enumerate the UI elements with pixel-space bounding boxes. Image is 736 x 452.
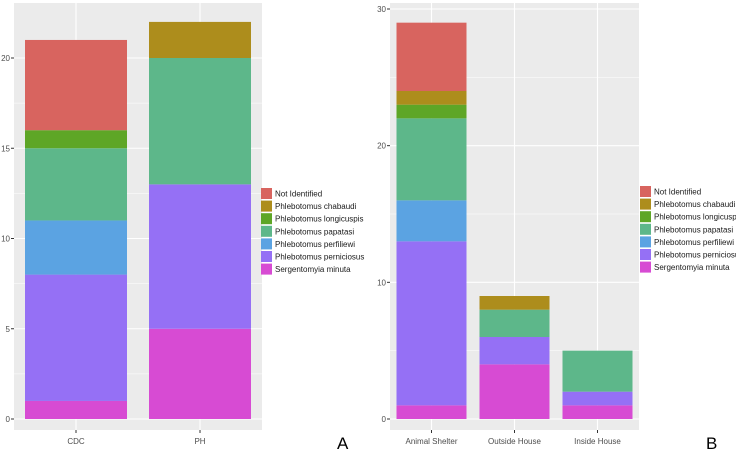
y-tick-label: 10 — [377, 278, 386, 287]
legend-label-not-identified: Not Identified — [654, 188, 701, 197]
bar-segment-ph-sergentomyia-minuta — [149, 329, 251, 419]
legend-key-not-identified — [261, 188, 272, 199]
bar-segment-inside-house-sergentomyia-minuta — [563, 405, 633, 419]
bar-segment-outside-house-phlebotomus-papatasi — [480, 310, 550, 337]
bar-segment-cdc-phlebotomus-perfiliewi — [25, 220, 127, 274]
bar-segment-animal-shelter-sergentomyia-minuta — [397, 405, 467, 419]
legend-label-sergentomyia-minuta: Sergentomyia minuta — [275, 265, 351, 274]
legend-key-phlebotomus-longicuspis — [640, 211, 651, 222]
legend-key-phlebotomus-chabaudi — [640, 199, 651, 210]
bar-segment-outside-house-sergentomyia-minuta — [480, 364, 550, 419]
legend-key-phlebotomus-papatasi — [640, 224, 651, 235]
y-tick-label: 20 — [377, 142, 386, 151]
chart-panel-a: 0 5 10 15 20 CDC PH Not Identified Phlebotomus c… — [1, 3, 364, 452]
legend-label-phlebotomus-papatasi: Phlebotomus papatasi — [654, 225, 733, 234]
legend-key-phlebotomus-perfiliewi — [261, 238, 272, 249]
x-tick-label-inside-house: Inside House — [574, 437, 621, 446]
bar-segment-animal-shelter-phlebotomus-longicuspis — [397, 105, 467, 119]
y-tick-label: 5 — [6, 325, 11, 334]
legend: Not Identified Phlebotomus chabaudi Phlebo… — [261, 188, 364, 275]
bar-segment-animal-shelter-phlebotomus-papatasi — [397, 118, 467, 200]
legend-label-phlebotomus-longicuspis: Phlebotomus longicuspis — [654, 213, 736, 222]
legend: Not Identified Phlebotomus chabaudi Phlebo… — [640, 186, 736, 273]
legend-label-phlebotomus-perfiliewi: Phlebotomus perfiliewi — [275, 240, 355, 249]
bar-segment-cdc-phlebotomus-papatasi — [25, 148, 127, 220]
y-tick-label: 0 — [382, 415, 387, 424]
x-tick-label-animal-shelter: Animal Shelter — [405, 437, 457, 446]
bar-segment-outside-house-phlebotomus-chabaudi — [480, 296, 550, 310]
y-tick-label: 30 — [377, 5, 386, 14]
x-tick-label-outside-house: Outside House — [488, 437, 541, 446]
bar-segment-animal-shelter-phlebotomus-perfiliewi — [397, 200, 467, 241]
panel-tag: B — [706, 434, 717, 452]
legend-key-phlebotomus-perfiliewi — [640, 236, 651, 247]
bar-segment-inside-house-phlebotomus-perniciosus — [563, 392, 633, 406]
legend-key-sergentomyia-minuta — [640, 262, 651, 273]
legend-label-not-identified: Not Identified — [275, 190, 322, 199]
legend-key-not-identified — [640, 186, 651, 197]
bar-segment-cdc-phlebotomus-perniciosus — [25, 275, 127, 401]
bar-segment-cdc-phlebotomus-longicuspis — [25, 130, 127, 148]
y-tick-label: 0 — [6, 415, 11, 424]
bar-segment-outside-house-phlebotomus-perniciosus — [480, 337, 550, 364]
legend-label-phlebotomus-perfiliewi: Phlebotomus perfiliewi — [654, 238, 734, 247]
legend-key-phlebotomus-chabaudi — [261, 201, 272, 212]
x-tick-label-ph: PH — [194, 437, 205, 446]
legend-label-phlebotomus-perniciosus: Phlebotomus perniciosus — [275, 253, 364, 262]
bar-segment-ph-phlebotomus-perniciosus — [149, 184, 251, 328]
legend-label-phlebotomus-chabaudi: Phlebotomus chabaudi — [275, 202, 357, 211]
legend-key-phlebotomus-perniciosus — [261, 251, 272, 262]
figure: 0 5 10 15 20 CDC PH Not Identified Phlebotomus c… — [0, 0, 736, 452]
y-tick-label: 15 — [1, 144, 10, 153]
y-tick-label: 20 — [1, 54, 10, 63]
x-tick-label-cdc: CDC — [67, 437, 85, 446]
legend-key-phlebotomus-perniciosus — [640, 249, 651, 260]
legend-key-phlebotomus-longicuspis — [261, 213, 272, 224]
bar-segment-animal-shelter-phlebotomus-perniciosus — [397, 241, 467, 405]
legend-label-phlebotomus-perniciosus: Phlebotomus perniciosus — [654, 251, 736, 260]
bar-segment-ph-phlebotomus-papatasi — [149, 58, 251, 184]
legend-key-sergentomyia-minuta — [261, 264, 272, 275]
panel-tag: A — [337, 434, 349, 452]
legend-label-sergentomyia-minuta: Sergentomyia minuta — [654, 263, 730, 272]
bar-segment-inside-house-phlebotomus-papatasi — [563, 351, 633, 392]
bar-segment-animal-shelter-not-identified — [397, 23, 467, 91]
bar-segment-ph-phlebotomus-chabaudi — [149, 22, 251, 58]
bar-segment-cdc-sergentomyia-minuta — [25, 401, 127, 419]
chart-panel-b: 0 10 20 30 Animal Shelter Outside House Inside… — [377, 3, 736, 452]
bar-segment-animal-shelter-phlebotomus-chabaudi — [397, 91, 467, 105]
legend-key-phlebotomus-papatasi — [261, 226, 272, 237]
y-tick-label: 10 — [1, 235, 10, 244]
legend-label-phlebotomus-chabaudi: Phlebotomus chabaudi — [654, 200, 736, 209]
legend-label-phlebotomus-papatasi: Phlebotomus papatasi — [275, 227, 354, 236]
legend-label-phlebotomus-longicuspis: Phlebotomus longicuspis — [275, 215, 364, 224]
bar-segment-cdc-not-identified — [25, 40, 127, 130]
